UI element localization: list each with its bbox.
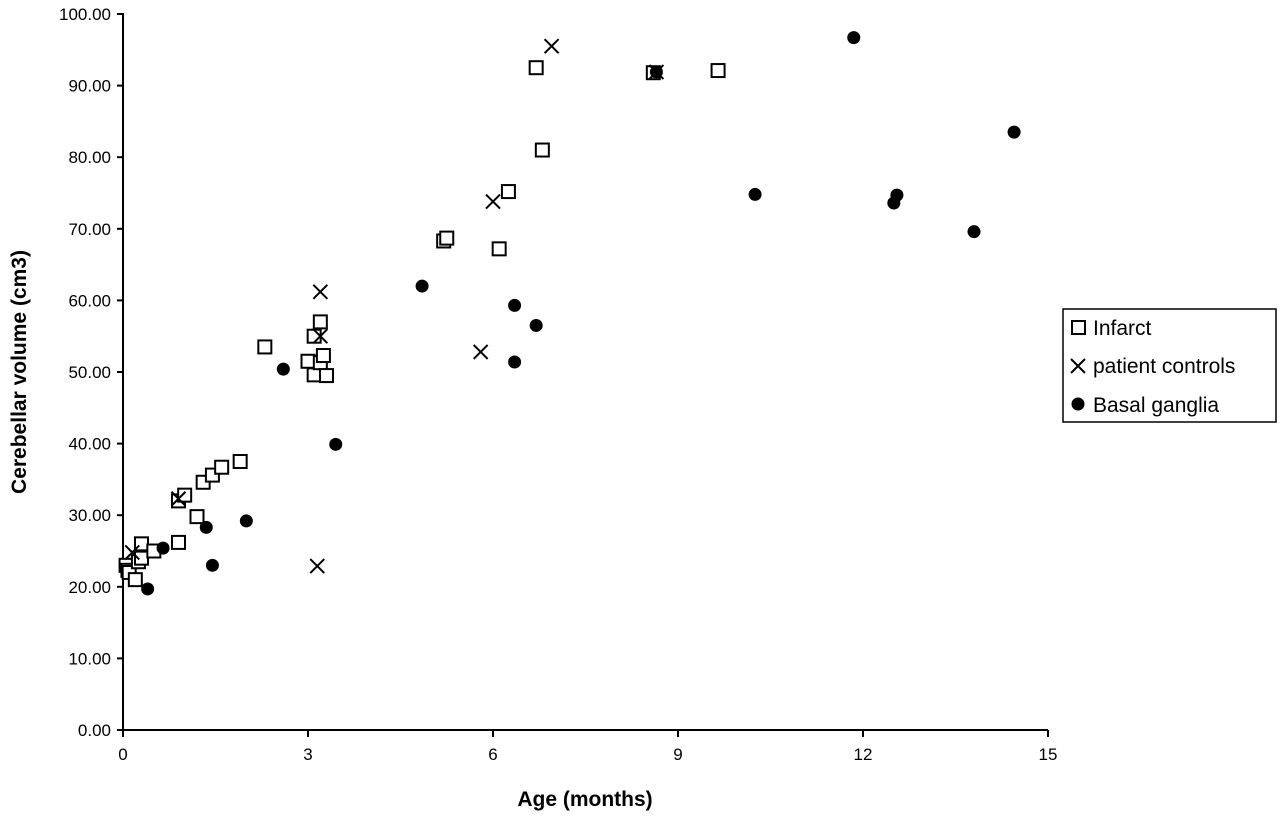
legend-item-infarct: Infarct bbox=[1071, 317, 1152, 340]
x-axis-title: Age (months) bbox=[517, 788, 652, 811]
infarct-point bbox=[528, 60, 544, 76]
y-ticks: 0.00 10.00 20.00 30.00 40.00 50.00 60.00 70.00 8… bbox=[59, 5, 123, 740]
basal-ganglia-point bbox=[890, 188, 904, 202]
infarct-point bbox=[306, 328, 322, 344]
infarct-point bbox=[315, 348, 331, 364]
infarct-point bbox=[439, 230, 455, 246]
x-tick-label: 6 bbox=[488, 745, 497, 764]
x-tick-label: 9 bbox=[673, 745, 682, 764]
data-points bbox=[118, 31, 1021, 596]
y-tick-label: 80.00 bbox=[68, 148, 111, 167]
infarct-point bbox=[177, 487, 193, 503]
infarct-point bbox=[171, 534, 186, 550]
y-tick-label: 20.00 bbox=[68, 578, 111, 597]
legend: Infarct patient controls Basal ganglia bbox=[1062, 308, 1277, 423]
y-tick-label: 90.00 bbox=[68, 77, 111, 96]
infarct-point bbox=[127, 572, 143, 588]
infarct-point bbox=[214, 459, 230, 475]
patient-control-point bbox=[485, 193, 501, 210]
basal-ganglia-point bbox=[1007, 125, 1021, 139]
basal-ganglia-point bbox=[508, 355, 522, 369]
patient-control-point bbox=[309, 558, 325, 574]
infarct-point bbox=[189, 509, 205, 525]
y-tick-label: 60.00 bbox=[68, 291, 111, 310]
x-tick-label: 12 bbox=[854, 745, 873, 764]
basal-ganglia-point bbox=[199, 520, 213, 534]
legend-x-marker bbox=[1070, 358, 1086, 374]
legend-label-infarct: Infarct bbox=[1093, 317, 1152, 340]
patient-control-point bbox=[312, 328, 329, 344]
infarct-point bbox=[300, 353, 316, 369]
y-tick-label: 0.00 bbox=[78, 721, 111, 740]
y-tick-label: 50.00 bbox=[68, 363, 111, 382]
basal-ganglia-point bbox=[967, 225, 981, 239]
basal-ganglia-point bbox=[329, 437, 343, 451]
legend-circle-marker bbox=[1071, 397, 1085, 411]
basal-ganglia-point bbox=[141, 582, 155, 596]
x-tick-label: 15 bbox=[1039, 745, 1058, 764]
infarct-point bbox=[534, 142, 550, 158]
infarct-point bbox=[710, 63, 726, 79]
basal-ganglia-point bbox=[239, 514, 253, 528]
patient-control-point bbox=[472, 344, 489, 360]
patient-control-point bbox=[124, 544, 140, 561]
basal-ganglia-point bbox=[649, 65, 663, 79]
y-axis-title: Cerebellar volume (cm3) bbox=[8, 250, 31, 494]
legend-box bbox=[1062, 308, 1277, 423]
y-tick-label: 70.00 bbox=[68, 220, 111, 239]
basal-ganglia-point bbox=[529, 318, 543, 332]
patient-control-point bbox=[170, 491, 187, 507]
infarct-point bbox=[319, 368, 334, 384]
basal-ganglia-point bbox=[205, 558, 219, 572]
legend-item-patient-controls: patient controls bbox=[1070, 355, 1235, 378]
infarct-point bbox=[257, 339, 273, 355]
y-tick-label: 100.00 bbox=[59, 5, 111, 24]
basal-ganglia-point bbox=[415, 279, 429, 293]
legend-item-basal-ganglia: Basal ganglia bbox=[1071, 394, 1219, 417]
infarct-point bbox=[491, 241, 507, 257]
infarct-point bbox=[500, 184, 516, 200]
axes bbox=[122, 13, 1048, 731]
x-tick-label: 3 bbox=[303, 745, 312, 764]
infarct-point bbox=[232, 454, 248, 469]
infarct-point bbox=[312, 314, 328, 330]
legend-square-marker bbox=[1071, 320, 1086, 335]
y-tick-label: 10.00 bbox=[68, 649, 111, 668]
patient-control-point bbox=[543, 38, 560, 54]
patient-control-point bbox=[312, 284, 329, 300]
basal-ganglia-point bbox=[748, 187, 762, 201]
y-tick-label: 30.00 bbox=[68, 506, 111, 525]
infarct-point bbox=[306, 367, 322, 383]
x-ticks: 0 3 6 9 12 15 bbox=[118, 730, 1057, 764]
basal-ganglia-point bbox=[508, 298, 522, 312]
legend-label-basal-ganglia: Basal ganglia bbox=[1093, 394, 1219, 417]
basal-ganglia-point bbox=[847, 31, 861, 45]
y-tick-label: 40.00 bbox=[68, 435, 111, 454]
basal-ganglia-point bbox=[276, 362, 290, 376]
basal-ganglia-point bbox=[156, 541, 170, 555]
x-tick-label: 0 bbox=[118, 745, 127, 764]
legend-label-patient-controls: patient controls bbox=[1093, 355, 1235, 378]
